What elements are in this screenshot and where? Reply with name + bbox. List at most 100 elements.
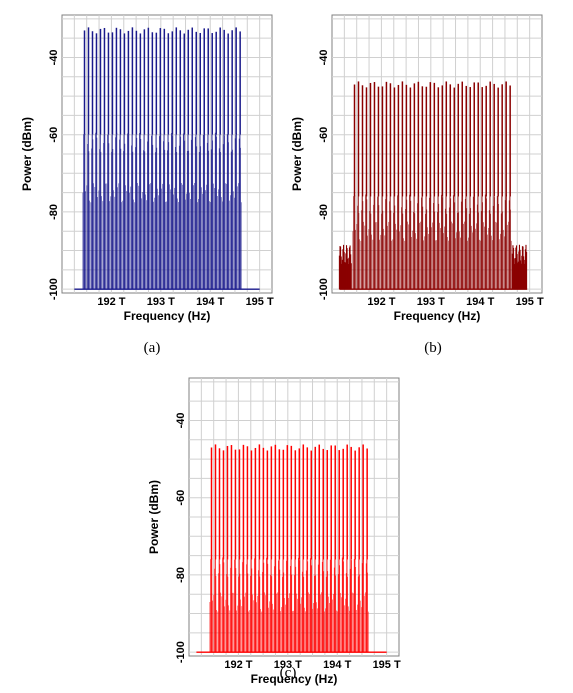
channel-peak [493,83,495,197]
channel-23 [170,31,174,290]
y-tick-label: -80 [318,204,330,220]
channel-peak [457,83,460,197]
channel-31 [202,28,206,290]
spectrum-series [74,27,260,290]
channel-11 [249,450,253,653]
channel-2 [86,27,90,290]
channel-33 [337,450,341,653]
channel-peak [254,447,257,560]
channel-peak [207,28,209,135]
channel-peak [163,28,166,135]
channel-17 [416,81,420,290]
channel-peak [505,81,507,197]
channel-peak [191,27,194,135]
channel-peak [441,85,444,197]
channel-peak [481,87,483,197]
channel-peak [210,447,213,560]
channel-peak [203,28,205,135]
channel-peak [306,447,309,560]
channel-peak [294,450,297,560]
channel-peak [413,83,416,197]
channel-peak [242,444,245,560]
x-tick-label: 193 T [147,296,175,308]
channel-peak [409,87,412,197]
channel-peak [246,446,249,560]
x-ticks: 192 T 193 T 194 T 195 T [97,296,274,308]
chart-panel-b: 192 T 193 T 194 T 195 T -40 -60 -80 -100 Frequen… [288,5,552,323]
channel-10 [388,83,392,290]
channel-3 [90,31,94,290]
y-tick-label: -60 [175,490,187,506]
x-axis-label: Frequency (Hz) [394,309,481,323]
y-axis-label: Power (dBm) [290,117,304,191]
channel-peak [334,445,336,560]
channel-33 [210,33,214,290]
channel-37 [226,33,230,290]
x-tick-label: 192 T [97,296,125,308]
channel-peak [373,82,376,197]
y-tick-label: -40 [48,50,60,66]
y-tick-label: -100 [48,278,60,300]
channel-31 [472,82,476,290]
channel-peak [139,33,142,135]
channel-27 [186,29,190,290]
channel-peak [353,84,356,197]
channel-peak [218,448,221,560]
y-tick-label: -80 [48,204,60,220]
channel-peak [326,450,328,560]
channel-25 [448,84,452,290]
channel-38 [357,447,361,653]
channel-peak [91,31,94,135]
channel-peak [183,33,186,135]
channel-peak [358,447,360,560]
channel-peak [362,444,364,560]
channel-peak [445,81,448,197]
channel-peak [357,81,360,197]
x-tick-label: 192 T [224,659,252,671]
caption-a: (a) [143,340,161,356]
channel-12 [396,84,400,290]
channel-peak [227,33,229,135]
channel-28 [317,444,321,653]
caption-c: (c) [279,665,297,681]
channel-35 [218,27,222,290]
channel-2 [213,444,217,653]
channel-peak [361,85,364,197]
channel-peak [270,446,273,560]
channel-peak [377,86,380,197]
channel-1 [209,447,213,653]
x-tick-label: 192 T [367,296,395,308]
spectrum-chart: 192 T 193 T 194 T 195 T -40 -60 -80 -100 Frequen… [290,14,544,323]
channel-9 [114,27,118,290]
channel-peak [389,83,392,197]
channel-peak [437,87,440,197]
channel-37 [353,450,357,653]
channel-26 [309,450,313,653]
channel-6 [372,82,376,290]
y-tick-label: -100 [175,641,187,663]
y-tick-label: -60 [318,127,330,143]
channel-peak [235,27,237,135]
channel-24 [444,81,448,290]
channel-17 [146,27,150,290]
channel-14 [404,84,408,290]
channel-peak [473,82,475,197]
channel-18 [150,32,154,290]
y-ticks: -40 -60 -80 -100 [175,413,187,664]
channel-peak [175,27,178,135]
channel-peak [397,84,400,197]
channel-32 [333,445,337,653]
y-tick-label: -100 [318,278,330,300]
channel-peak [509,85,511,197]
channel-30 [325,450,329,653]
channel-25 [305,447,309,653]
channel-peak [135,30,138,135]
channel-peak [87,27,90,135]
channel-4 [94,33,98,290]
channel-36 [222,29,226,290]
channel-peak [393,87,396,197]
channel-25 [178,30,182,290]
channel-peak [469,87,471,197]
y-axis-label: Power (dBm) [147,480,161,554]
channel-11 [122,33,126,290]
